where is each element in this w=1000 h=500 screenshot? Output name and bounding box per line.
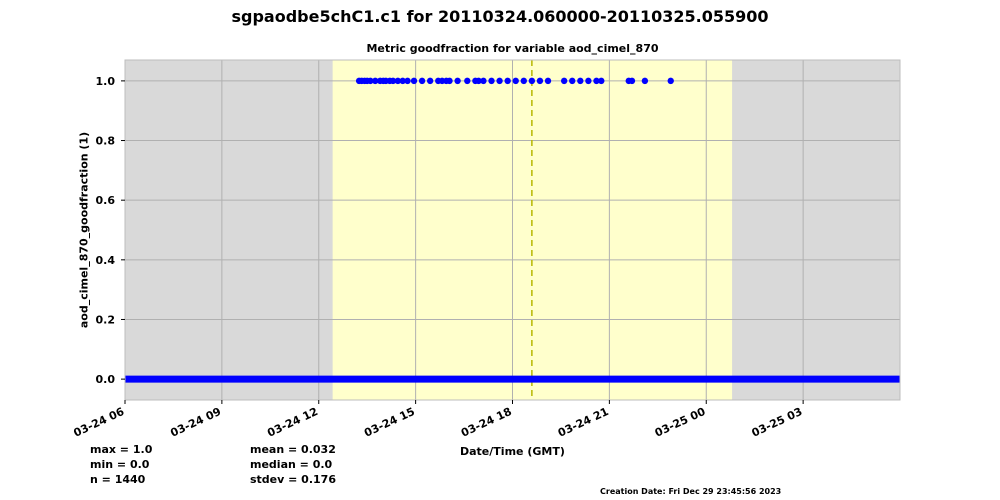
chart-subtitle: Metric goodfraction for variable aod_cim… <box>366 42 659 55</box>
y-tick-label: 0.4 <box>96 254 116 267</box>
data-point <box>475 77 482 85</box>
y-tick-label: 0.0 <box>96 373 116 386</box>
data-point <box>528 77 536 85</box>
x-tick-label: 03-24 09 <box>168 405 223 440</box>
data-point <box>488 77 495 85</box>
x-axis-label: Date/Time (GMT) <box>460 445 565 458</box>
x-tick-label: 03-24 06 <box>72 405 127 440</box>
data-point <box>464 77 471 85</box>
data-point <box>367 77 374 85</box>
y-tick-label: 1.0 <box>96 75 116 88</box>
y-tick-label: 0.6 <box>96 194 116 207</box>
data-point <box>404 77 411 85</box>
data-point <box>560 77 568 85</box>
data-point <box>410 77 418 85</box>
data-point <box>504 77 511 85</box>
x-tick-label: 03-25 03 <box>750 405 805 440</box>
data-point <box>389 77 397 85</box>
data-point <box>577 77 584 85</box>
data-point <box>628 77 636 85</box>
data-point <box>641 77 649 85</box>
stat-mean: mean = 0.032 <box>250 443 336 456</box>
data-point <box>418 77 426 85</box>
data-point <box>593 77 600 85</box>
y-tick-label: 0.8 <box>96 135 116 148</box>
data-point <box>512 77 519 85</box>
x-tick-label: 03-24 15 <box>362 405 417 440</box>
creation-date: Creation Date: Fri Dec 29 23:45:56 2023 <box>600 487 782 496</box>
data-point <box>480 77 487 85</box>
data-point <box>544 77 552 85</box>
data-point <box>454 77 461 85</box>
data-point <box>536 77 544 85</box>
x-tick-label: 03-24 18 <box>459 405 514 440</box>
data-point <box>372 77 379 85</box>
data-point <box>399 77 406 85</box>
data-point <box>426 77 434 85</box>
data-point <box>446 77 453 85</box>
stat-stdev: stdev = 0.176 <box>250 473 336 486</box>
x-tick-label: 03-25 00 <box>653 405 708 440</box>
x-tick-label: 03-24 21 <box>556 405 611 440</box>
stat-median: median = 0.0 <box>250 458 333 471</box>
data-point <box>585 77 592 85</box>
data-point <box>569 77 576 85</box>
chart-title: sgpaodbe5chC1.c1 for 20110324.060000-201… <box>231 7 769 26</box>
stat-n: n = 1440 <box>90 473 146 486</box>
x-tick-label: 03-24 12 <box>265 405 320 440</box>
data-point <box>598 77 605 85</box>
data-point <box>394 77 402 85</box>
data-point <box>667 77 674 85</box>
data-point <box>496 77 503 85</box>
data-point <box>520 77 528 85</box>
y-tick-label: 0.2 <box>96 313 116 326</box>
stat-max: max = 1.0 <box>90 443 153 456</box>
stat-min: min = 0.0 <box>90 458 150 471</box>
